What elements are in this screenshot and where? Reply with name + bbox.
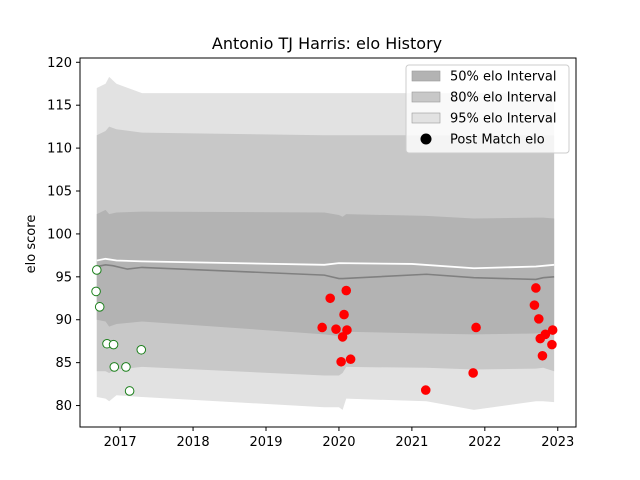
x-tick-label: 2018 xyxy=(177,435,210,450)
post-match-elo-point xyxy=(325,293,335,304)
band-50 xyxy=(96,209,555,337)
y-tick-label: 85 xyxy=(55,356,72,371)
post-match-elo-point xyxy=(136,344,147,355)
legend-swatch xyxy=(411,70,441,82)
post-match-elo-point xyxy=(339,309,349,320)
y-axis-label: elo score xyxy=(24,215,39,274)
plot-area xyxy=(91,76,558,410)
y-tick-label: 95 xyxy=(55,270,72,285)
post-match-elo-point xyxy=(331,324,341,334)
x-axis: 2017 2018 2019 2020 2021 2022 2023 xyxy=(104,427,574,450)
post-match-elo-point xyxy=(124,386,135,396)
x-tick-label: 2022 xyxy=(468,435,501,450)
legend-label: 80% elo Interval xyxy=(450,91,557,106)
post-match-elo-point xyxy=(531,283,541,293)
legend-box xyxy=(405,64,570,154)
post-match-elo-point xyxy=(336,356,346,367)
y-tick-label: 100 xyxy=(47,227,72,242)
legend-marker xyxy=(420,133,432,145)
legend-swatch xyxy=(411,112,441,124)
post-match-elo-point xyxy=(91,286,101,297)
legend: 50% elo Interval 80% elo Interval 95% elo … xyxy=(405,64,570,154)
y-tick-label: 115 xyxy=(47,99,72,114)
post-match-elo-point xyxy=(420,385,431,395)
post-match-elo-point xyxy=(337,332,348,342)
y-tick-label: 105 xyxy=(47,185,72,200)
post-match-elo-point xyxy=(540,329,551,340)
post-match-elo-point xyxy=(471,322,481,333)
y-tick-label: 120 xyxy=(47,56,72,71)
post-match-elo-point xyxy=(121,362,131,372)
x-tick-label: 2020 xyxy=(322,435,355,450)
legend-swatch xyxy=(411,91,441,103)
post-match-elo-point xyxy=(342,325,352,335)
legend-label: Post Match elo xyxy=(450,133,545,148)
post-match-elo-point xyxy=(529,300,540,310)
y-axis: 80 85 90 95 100 105 110 115 120 xyxy=(47,56,80,414)
post-match-elo-point xyxy=(91,265,102,275)
post-match-elo-point xyxy=(317,322,327,333)
y-tick-label: 80 xyxy=(55,399,72,414)
x-tick-label: 2021 xyxy=(395,435,428,450)
chart-title: Antonio TJ Harris: elo History xyxy=(212,34,442,53)
y-tick-label: 110 xyxy=(47,142,72,157)
median-elo-line xyxy=(96,264,555,281)
legend-label: 50% elo Interval xyxy=(450,70,557,85)
x-tick-label: 2023 xyxy=(541,435,574,450)
x-tick-label: 2019 xyxy=(249,435,282,450)
post-match-elo-point xyxy=(468,368,478,378)
post-match-elo-point xyxy=(108,339,119,350)
mean-elo-line xyxy=(96,257,555,270)
post-match-elo-point xyxy=(94,302,105,312)
legend-label: 95% elo Interval xyxy=(450,112,557,127)
x-tick-label: 2017 xyxy=(104,435,137,450)
post-match-elo-point xyxy=(341,285,352,296)
y-tick-label: 90 xyxy=(55,313,72,328)
post-match-elo-point xyxy=(547,325,558,335)
post-match-elo-point xyxy=(109,362,120,372)
post-match-elo-point xyxy=(537,350,548,361)
post-match-elo-point xyxy=(534,314,544,324)
post-match-elo-point xyxy=(345,354,356,365)
plot-frame xyxy=(79,57,577,428)
post-match-elo-point xyxy=(547,339,557,350)
